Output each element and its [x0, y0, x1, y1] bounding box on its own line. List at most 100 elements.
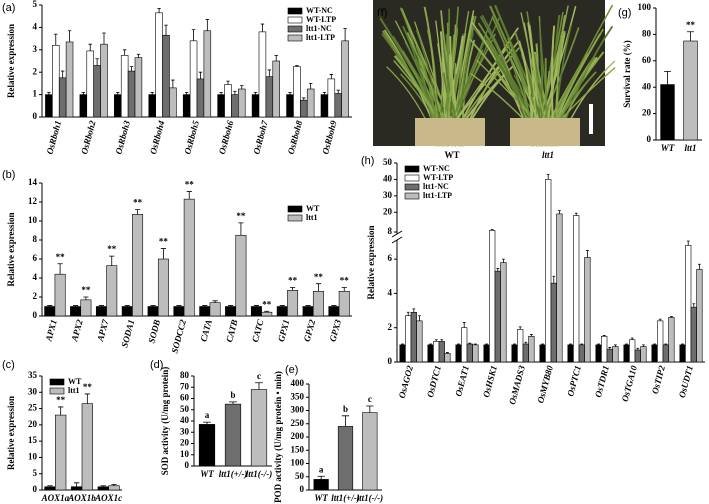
annotation: ** [340, 276, 350, 286]
annotation: a [319, 464, 324, 474]
bar [182, 94, 191, 118]
bar [80, 299, 92, 317]
error-bar [160, 248, 166, 259]
x-tick-label: CATA [198, 318, 213, 342]
x-tick-label: OsTIP2 [650, 364, 667, 395]
bar [189, 40, 198, 118]
x-tick-label: OsRboh3 [113, 119, 132, 155]
legend-label: WT [68, 377, 82, 386]
bar [147, 306, 159, 317]
error-bar [95, 58, 99, 66]
bar [668, 317, 675, 363]
y-tick-label: 40 [180, 415, 190, 425]
y-tick-label: 6 [33, 253, 38, 263]
bar [539, 344, 546, 363]
bar [93, 65, 101, 118]
bar [522, 343, 529, 363]
error-bar [184, 91, 189, 95]
legend-label: WT [306, 204, 320, 213]
x-tick-label: OsMADS3 [507, 364, 527, 406]
error-bar [518, 326, 522, 330]
bar [45, 94, 53, 118]
y-tick-label: 350 [291, 391, 305, 401]
bar [169, 87, 177, 118]
bar [55, 414, 67, 491]
legend-label: WT-LTP [306, 15, 336, 24]
y-tick-label: 50 [180, 404, 190, 414]
y-tick-label: 10 [28, 215, 38, 225]
bar [662, 344, 669, 363]
panel-label: (e) [285, 364, 298, 376]
bar [433, 341, 440, 363]
bar [472, 344, 479, 363]
bar [287, 290, 299, 317]
bar [250, 306, 262, 317]
x-tick-label: AOX1a [41, 493, 70, 503]
bar [86, 50, 94, 118]
bar [634, 349, 641, 363]
bar [258, 31, 267, 118]
y-tick-label: 30 [28, 386, 38, 396]
y-tick-label: 1 [33, 89, 38, 99]
error-bar [233, 90, 237, 95]
error-bar [73, 305, 79, 307]
y-tick-label: 6 [388, 253, 393, 263]
bar [444, 353, 451, 363]
x-tick-label: OsMYB80 [535, 364, 555, 404]
bar [148, 94, 156, 118]
x-tick-label: OsTDR1 [593, 364, 611, 398]
bar [79, 94, 88, 118]
y-tick-label: 150 [291, 444, 305, 454]
bar [81, 403, 93, 491]
error-bar [47, 305, 53, 307]
x-tick-label: OsRboh5 [182, 119, 201, 155]
legend-swatch [287, 25, 303, 33]
error-bar [474, 343, 477, 345]
bar [276, 306, 288, 317]
error-bar [586, 250, 589, 258]
annotation: ** [288, 276, 298, 286]
error-bar [331, 305, 337, 307]
bar [100, 43, 108, 118]
error-bar [602, 335, 606, 337]
bar [306, 88, 315, 118]
error-bar [490, 229, 494, 231]
y-tick-label: 15 [28, 435, 38, 445]
bar [494, 270, 501, 363]
x-tick-label: ltt1(+/-) [219, 469, 248, 479]
error-bar [440, 339, 444, 342]
error-bar [574, 212, 578, 216]
error-bar [54, 33, 58, 46]
bar [338, 290, 350, 317]
x-tick-label: GPX2 [302, 318, 318, 343]
bar [679, 344, 686, 363]
error-bar [60, 70, 65, 78]
annotation: ** [159, 237, 169, 247]
error-bar [100, 485, 106, 487]
y-tick-label: 8 [33, 234, 38, 244]
y-tick-label: 80 [180, 370, 190, 380]
bar [132, 214, 144, 317]
y-tick-label: 30 [180, 426, 190, 436]
legend-swatch [287, 16, 303, 24]
error-bar [401, 343, 404, 345]
error-bar [502, 258, 505, 263]
x-tick-label: CATB [224, 318, 240, 343]
error-bar [240, 85, 244, 89]
bar [52, 45, 60, 118]
bar [595, 344, 602, 363]
bar [601, 335, 608, 363]
error-bar [524, 341, 528, 344]
bar [196, 78, 205, 118]
legend-swatch [404, 192, 420, 200]
y-tick-label: 100 [291, 458, 305, 468]
bar [173, 306, 185, 317]
error-bar [203, 421, 211, 425]
bar [120, 55, 129, 118]
y-tick-label: 0 [33, 310, 38, 320]
y-tick-label: 0 [647, 134, 652, 144]
bar [573, 215, 580, 363]
legend-swatch [287, 214, 303, 222]
error-bar [434, 339, 438, 342]
bar [584, 257, 591, 363]
